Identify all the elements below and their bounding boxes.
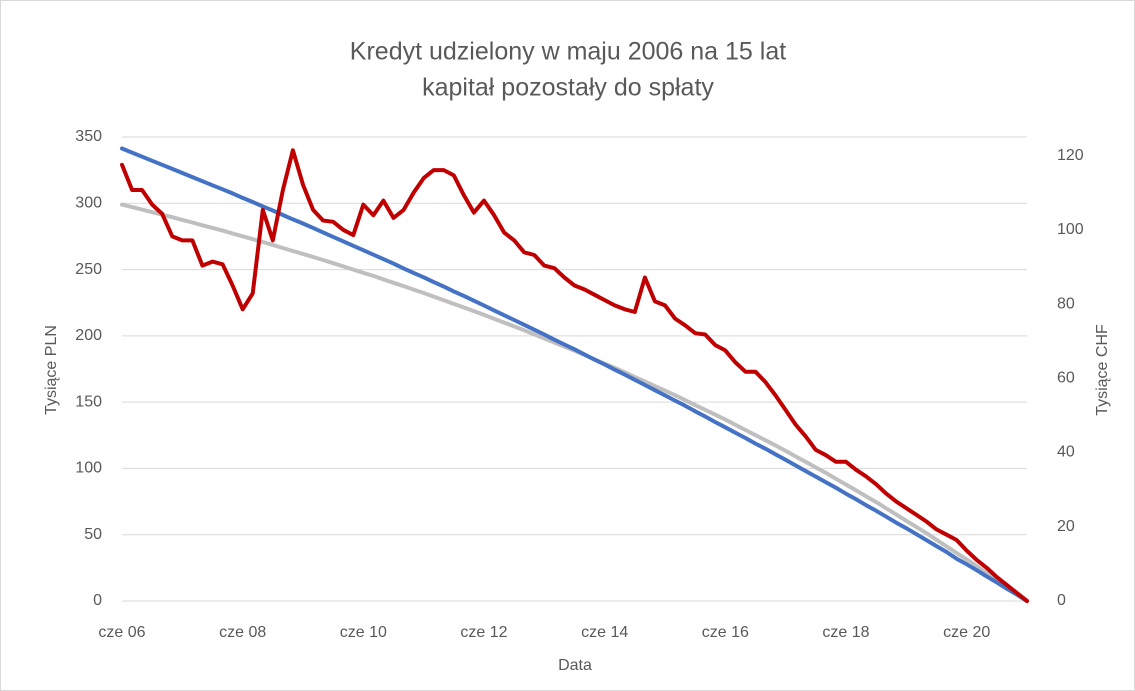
y-tick-label: 300 <box>75 195 102 212</box>
y2-axis-label: Tysiące CHF <box>1094 324 1111 416</box>
y-tick-label: 50 <box>84 526 102 543</box>
chart-title: Kredyt udzielony w maju 2006 na 15 lat <box>350 38 786 66</box>
y2-tick-label: 20 <box>1057 518 1075 535</box>
y2-tick-label: 100 <box>1057 221 1084 238</box>
x-tick-label: cze 12 <box>460 624 507 641</box>
data-line <box>120 146 1029 603</box>
y2-tick-label: 80 <box>1057 295 1075 312</box>
y-tick-label: 0 <box>93 592 102 609</box>
y-tick-label: 350 <box>75 128 102 145</box>
x-tick-label: cze 10 <box>340 624 387 641</box>
y-tick-label: 250 <box>75 261 102 278</box>
y2-tick-label: 60 <box>1057 369 1075 386</box>
x-tick-label: cze 18 <box>822 624 869 641</box>
y2-tick-label: 120 <box>1057 147 1084 164</box>
y2-tick-label: 40 <box>1057 444 1075 461</box>
x-tick-label: cze 20 <box>943 624 990 641</box>
y-tick-label: 200 <box>75 327 102 344</box>
x-tick-label: cze 16 <box>702 624 749 641</box>
y-axis-label: Tysiące PLN <box>43 325 60 415</box>
y2-tick-label: 0 <box>1057 592 1066 609</box>
x-tick-label: cze 14 <box>581 624 628 641</box>
data-line <box>120 148 1029 603</box>
x-axis-label: Data <box>558 657 592 674</box>
x-tick-label: cze 06 <box>98 624 145 641</box>
y-tick-label: 150 <box>75 393 102 410</box>
y-tick-label: 100 <box>75 460 102 477</box>
x-tick-label: cze 08 <box>219 624 266 641</box>
chart-title: kapitał pozostały do spłaty <box>422 74 714 102</box>
